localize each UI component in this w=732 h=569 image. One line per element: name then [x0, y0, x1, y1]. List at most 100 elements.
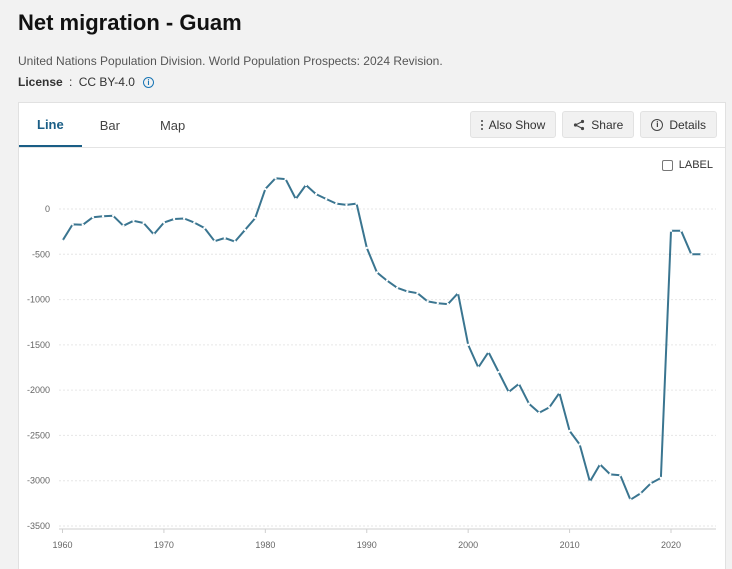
chart-actions: Also Show Share i Details — [469, 111, 717, 138]
label-checkbox[interactable]: LABEL — [661, 159, 713, 171]
x-tick-label: 1990 — [357, 540, 377, 550]
details-label: Details — [669, 117, 706, 132]
data-point[interactable] — [507, 390, 510, 394]
data-point[interactable] — [406, 290, 409, 293]
data-point[interactable] — [284, 177, 287, 181]
data-point[interactable] — [355, 202, 358, 205]
license-value: CC BY-4.0 — [78, 75, 135, 89]
data-point[interactable] — [639, 492, 642, 495]
data-point[interactable] — [365, 246, 368, 250]
data-point[interactable] — [294, 197, 297, 201]
x-tick-label: 1980 — [255, 540, 275, 550]
data-point[interactable] — [101, 215, 105, 218]
data-point[interactable] — [213, 239, 216, 243]
x-tick-label: 2020 — [661, 540, 681, 550]
data-point[interactable] — [304, 183, 308, 187]
tab-bar[interactable]: Bar — [99, 117, 120, 133]
data-point[interactable] — [619, 474, 622, 477]
data-point[interactable] — [395, 286, 399, 289]
data-point[interactable] — [193, 221, 196, 224]
x-tick-label: 2000 — [458, 540, 478, 550]
y-tick-label: 0 — [45, 204, 50, 214]
data-point[interactable] — [152, 233, 155, 236]
series-line — [61, 177, 702, 501]
data-point[interactable] — [598, 463, 602, 466]
data-point[interactable] — [558, 391, 561, 395]
data-point[interactable] — [91, 215, 95, 219]
data-point[interactable] — [243, 228, 247, 232]
data-point[interactable] — [487, 350, 490, 354]
data-point[interactable] — [274, 177, 277, 180]
data-point[interactable] — [71, 223, 74, 226]
data-point[interactable] — [477, 366, 480, 369]
details-button[interactable]: i Details — [640, 111, 717, 138]
data-point[interactable] — [183, 217, 186, 220]
license-label: License — [18, 75, 63, 89]
data-point[interactable] — [81, 223, 84, 227]
y-tick-label: -500 — [32, 249, 50, 259]
data-point[interactable] — [568, 429, 571, 433]
data-point[interactable] — [456, 292, 460, 295]
view-tabs: Line Bar Map — [19, 103, 203, 147]
data-point[interactable] — [122, 224, 125, 227]
y-tick-label: -1000 — [27, 295, 50, 305]
also-show-label: Also Show — [488, 117, 546, 132]
data-point[interactable] — [233, 240, 237, 243]
data-point[interactable] — [466, 343, 470, 347]
data-point[interactable] — [436, 301, 439, 305]
data-point[interactable] — [659, 476, 663, 480]
data-point[interactable] — [112, 214, 115, 217]
data-point[interactable] — [497, 370, 500, 374]
info-circle-icon[interactable]: i — [142, 76, 154, 88]
data-point[interactable] — [517, 382, 521, 386]
data-point[interactable] — [446, 302, 450, 306]
tab-line[interactable]: Line — [19, 103, 82, 147]
chart-panel: Line Bar Map Also Show Share i Details L… — [18, 102, 726, 569]
data-point[interactable] — [548, 406, 551, 409]
data-point[interactable] — [132, 219, 135, 222]
data-point[interactable] — [588, 480, 592, 483]
data-point[interactable] — [172, 217, 176, 221]
source-text: United Nations Population Division. Worl… — [18, 54, 443, 68]
data-point[interactable] — [700, 253, 703, 256]
info-circle-icon: i — [651, 118, 664, 131]
x-tick-label: 1970 — [154, 540, 174, 550]
y-tick-label: -2500 — [27, 430, 50, 440]
data-point[interactable] — [223, 236, 226, 240]
data-point[interactable] — [426, 300, 429, 303]
share-button[interactable]: Share — [562, 111, 635, 138]
y-tick-label: -3000 — [27, 476, 50, 486]
x-tick-label: 2010 — [560, 540, 580, 550]
data-point[interactable] — [669, 229, 673, 232]
y-tick-label: -3500 — [27, 521, 50, 531]
data-point[interactable] — [679, 229, 683, 232]
data-point[interactable] — [203, 226, 206, 230]
data-point[interactable] — [416, 292, 419, 295]
y-tick-label: -2000 — [27, 385, 50, 395]
data-point[interactable] — [162, 221, 166, 224]
data-point[interactable] — [537, 411, 541, 414]
more-vertical-icon — [480, 119, 483, 130]
tab-map[interactable]: Map — [159, 117, 186, 133]
data-point[interactable] — [335, 202, 338, 205]
data-point[interactable] — [385, 279, 389, 282]
share-icon — [574, 119, 585, 130]
data-point[interactable] — [629, 498, 632, 501]
data-point[interactable] — [264, 187, 267, 191]
y-tick-label: -1500 — [27, 340, 50, 350]
data-point[interactable] — [314, 192, 318, 196]
data-point[interactable] — [61, 239, 64, 242]
data-point[interactable] — [375, 271, 379, 274]
data-point[interactable] — [253, 216, 257, 220]
also-show-button[interactable]: Also Show — [469, 111, 557, 138]
license-separator: : — [65, 75, 76, 89]
data-point[interactable] — [142, 221, 145, 225]
data-point[interactable] — [649, 482, 652, 485]
data-point[interactable] — [578, 443, 581, 446]
data-point[interactable] — [690, 253, 693, 256]
data-point[interactable] — [527, 402, 531, 405]
data-point[interactable] — [324, 197, 328, 201]
data-point[interactable] — [608, 473, 612, 476]
data-point[interactable] — [345, 203, 348, 207]
